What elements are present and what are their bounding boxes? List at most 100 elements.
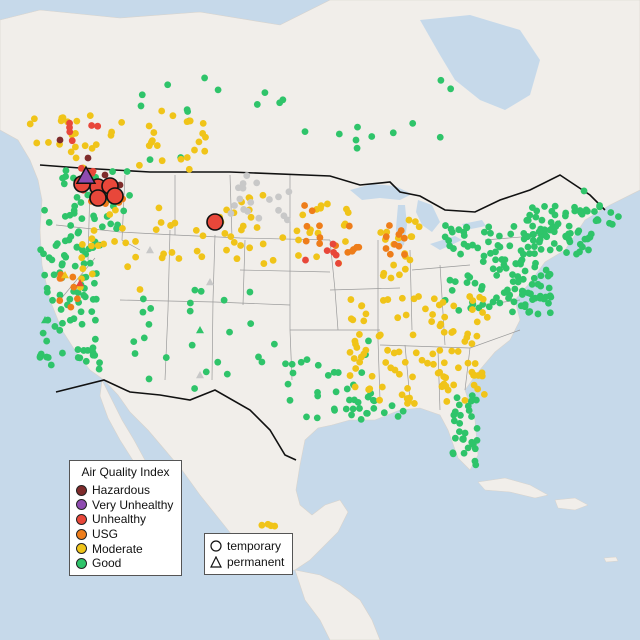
station-marker-permanent — [196, 326, 204, 334]
station-marker — [555, 244, 563, 252]
station-marker — [158, 107, 166, 115]
station-marker — [324, 200, 331, 208]
station-marker — [168, 249, 176, 256]
station-marker — [546, 309, 554, 317]
station-marker — [469, 241, 477, 249]
station-marker — [409, 331, 417, 339]
station-marker — [70, 315, 78, 323]
station-marker — [521, 267, 529, 275]
station-marker — [74, 354, 82, 361]
station-marker — [478, 369, 486, 377]
station-marker — [446, 276, 454, 284]
station-marker — [58, 261, 66, 269]
station-marker — [451, 278, 459, 286]
station-marker — [299, 211, 307, 219]
station-marker — [247, 320, 255, 328]
station-marker — [495, 232, 503, 240]
station-marker — [155, 204, 163, 212]
station-marker — [507, 230, 515, 238]
station-marker — [380, 409, 388, 417]
station-marker — [45, 139, 52, 146]
station-marker — [368, 372, 376, 380]
station-marker — [546, 246, 554, 254]
station-marker — [185, 165, 193, 173]
aqi-legend-title: Air Quality Index — [81, 465, 170, 479]
station-marker — [50, 271, 58, 279]
station-marker — [529, 237, 537, 244]
station-marker — [86, 112, 94, 120]
station-marker — [88, 235, 96, 243]
station-marker — [57, 117, 65, 125]
station-marker — [306, 229, 314, 237]
station-marker — [313, 414, 321, 422]
station-marker — [480, 390, 488, 398]
station-marker — [448, 228, 456, 236]
station-marker — [472, 461, 480, 469]
legend-item-moderate: Moderate — [70, 541, 181, 556]
station-marker — [62, 173, 70, 180]
station-marker — [464, 402, 472, 410]
aqi-legend: Air Quality Index Hazardous Very Unhealth… — [69, 460, 182, 576]
station-marker — [580, 187, 588, 195]
station-marker — [342, 238, 349, 245]
legend-label: USG — [92, 527, 119, 542]
station-marker — [514, 273, 522, 280]
station-marker — [596, 202, 604, 209]
station-marker — [30, 115, 38, 123]
station-marker — [456, 428, 463, 436]
station-marker — [454, 364, 462, 372]
station-marker — [269, 256, 277, 264]
station-marker — [303, 413, 310, 421]
station-marker — [518, 256, 526, 264]
station-marker — [579, 243, 586, 251]
station-marker — [468, 438, 476, 446]
station-marker — [108, 128, 116, 136]
station-marker — [526, 211, 534, 219]
station-marker — [186, 117, 194, 125]
station-marker-large — [106, 187, 124, 205]
station-marker — [140, 334, 148, 342]
station-marker — [525, 308, 533, 316]
station-marker — [510, 223, 518, 230]
station-marker — [498, 256, 506, 263]
station-marker — [450, 381, 458, 389]
station-marker — [518, 291, 526, 298]
station-marker — [109, 168, 116, 175]
station-marker — [120, 207, 128, 215]
station-marker — [485, 223, 493, 231]
station-marker — [480, 228, 488, 236]
station-marker — [261, 89, 269, 97]
station-marker — [382, 245, 390, 252]
station-marker — [441, 313, 449, 321]
station-marker — [89, 344, 97, 352]
station-marker — [150, 129, 158, 136]
station-marker — [230, 238, 238, 246]
station-marker — [511, 285, 519, 293]
station-marker — [89, 167, 97, 175]
station-marker — [45, 219, 53, 226]
station-marker — [345, 222, 353, 230]
station-marker — [88, 270, 96, 278]
station-marker — [571, 203, 578, 211]
station-marker — [73, 117, 81, 125]
station-marker — [301, 128, 309, 136]
station-marker — [547, 218, 555, 226]
station-marker — [473, 424, 481, 432]
station-marker — [334, 369, 342, 376]
station-marker — [378, 383, 386, 391]
station-marker — [354, 398, 362, 406]
station-marker — [526, 250, 533, 258]
station-marker — [184, 108, 192, 115]
station-marker — [227, 210, 235, 217]
station-marker — [537, 245, 545, 253]
station-marker — [453, 394, 461, 402]
station-marker — [323, 247, 331, 255]
station-marker — [78, 254, 86, 262]
station-marker — [186, 307, 194, 315]
station-marker — [348, 411, 355, 419]
station-marker — [575, 227, 583, 235]
station-marker — [551, 202, 559, 210]
station-marker — [289, 369, 297, 377]
station-marker — [201, 74, 209, 82]
station-marker — [468, 413, 475, 420]
